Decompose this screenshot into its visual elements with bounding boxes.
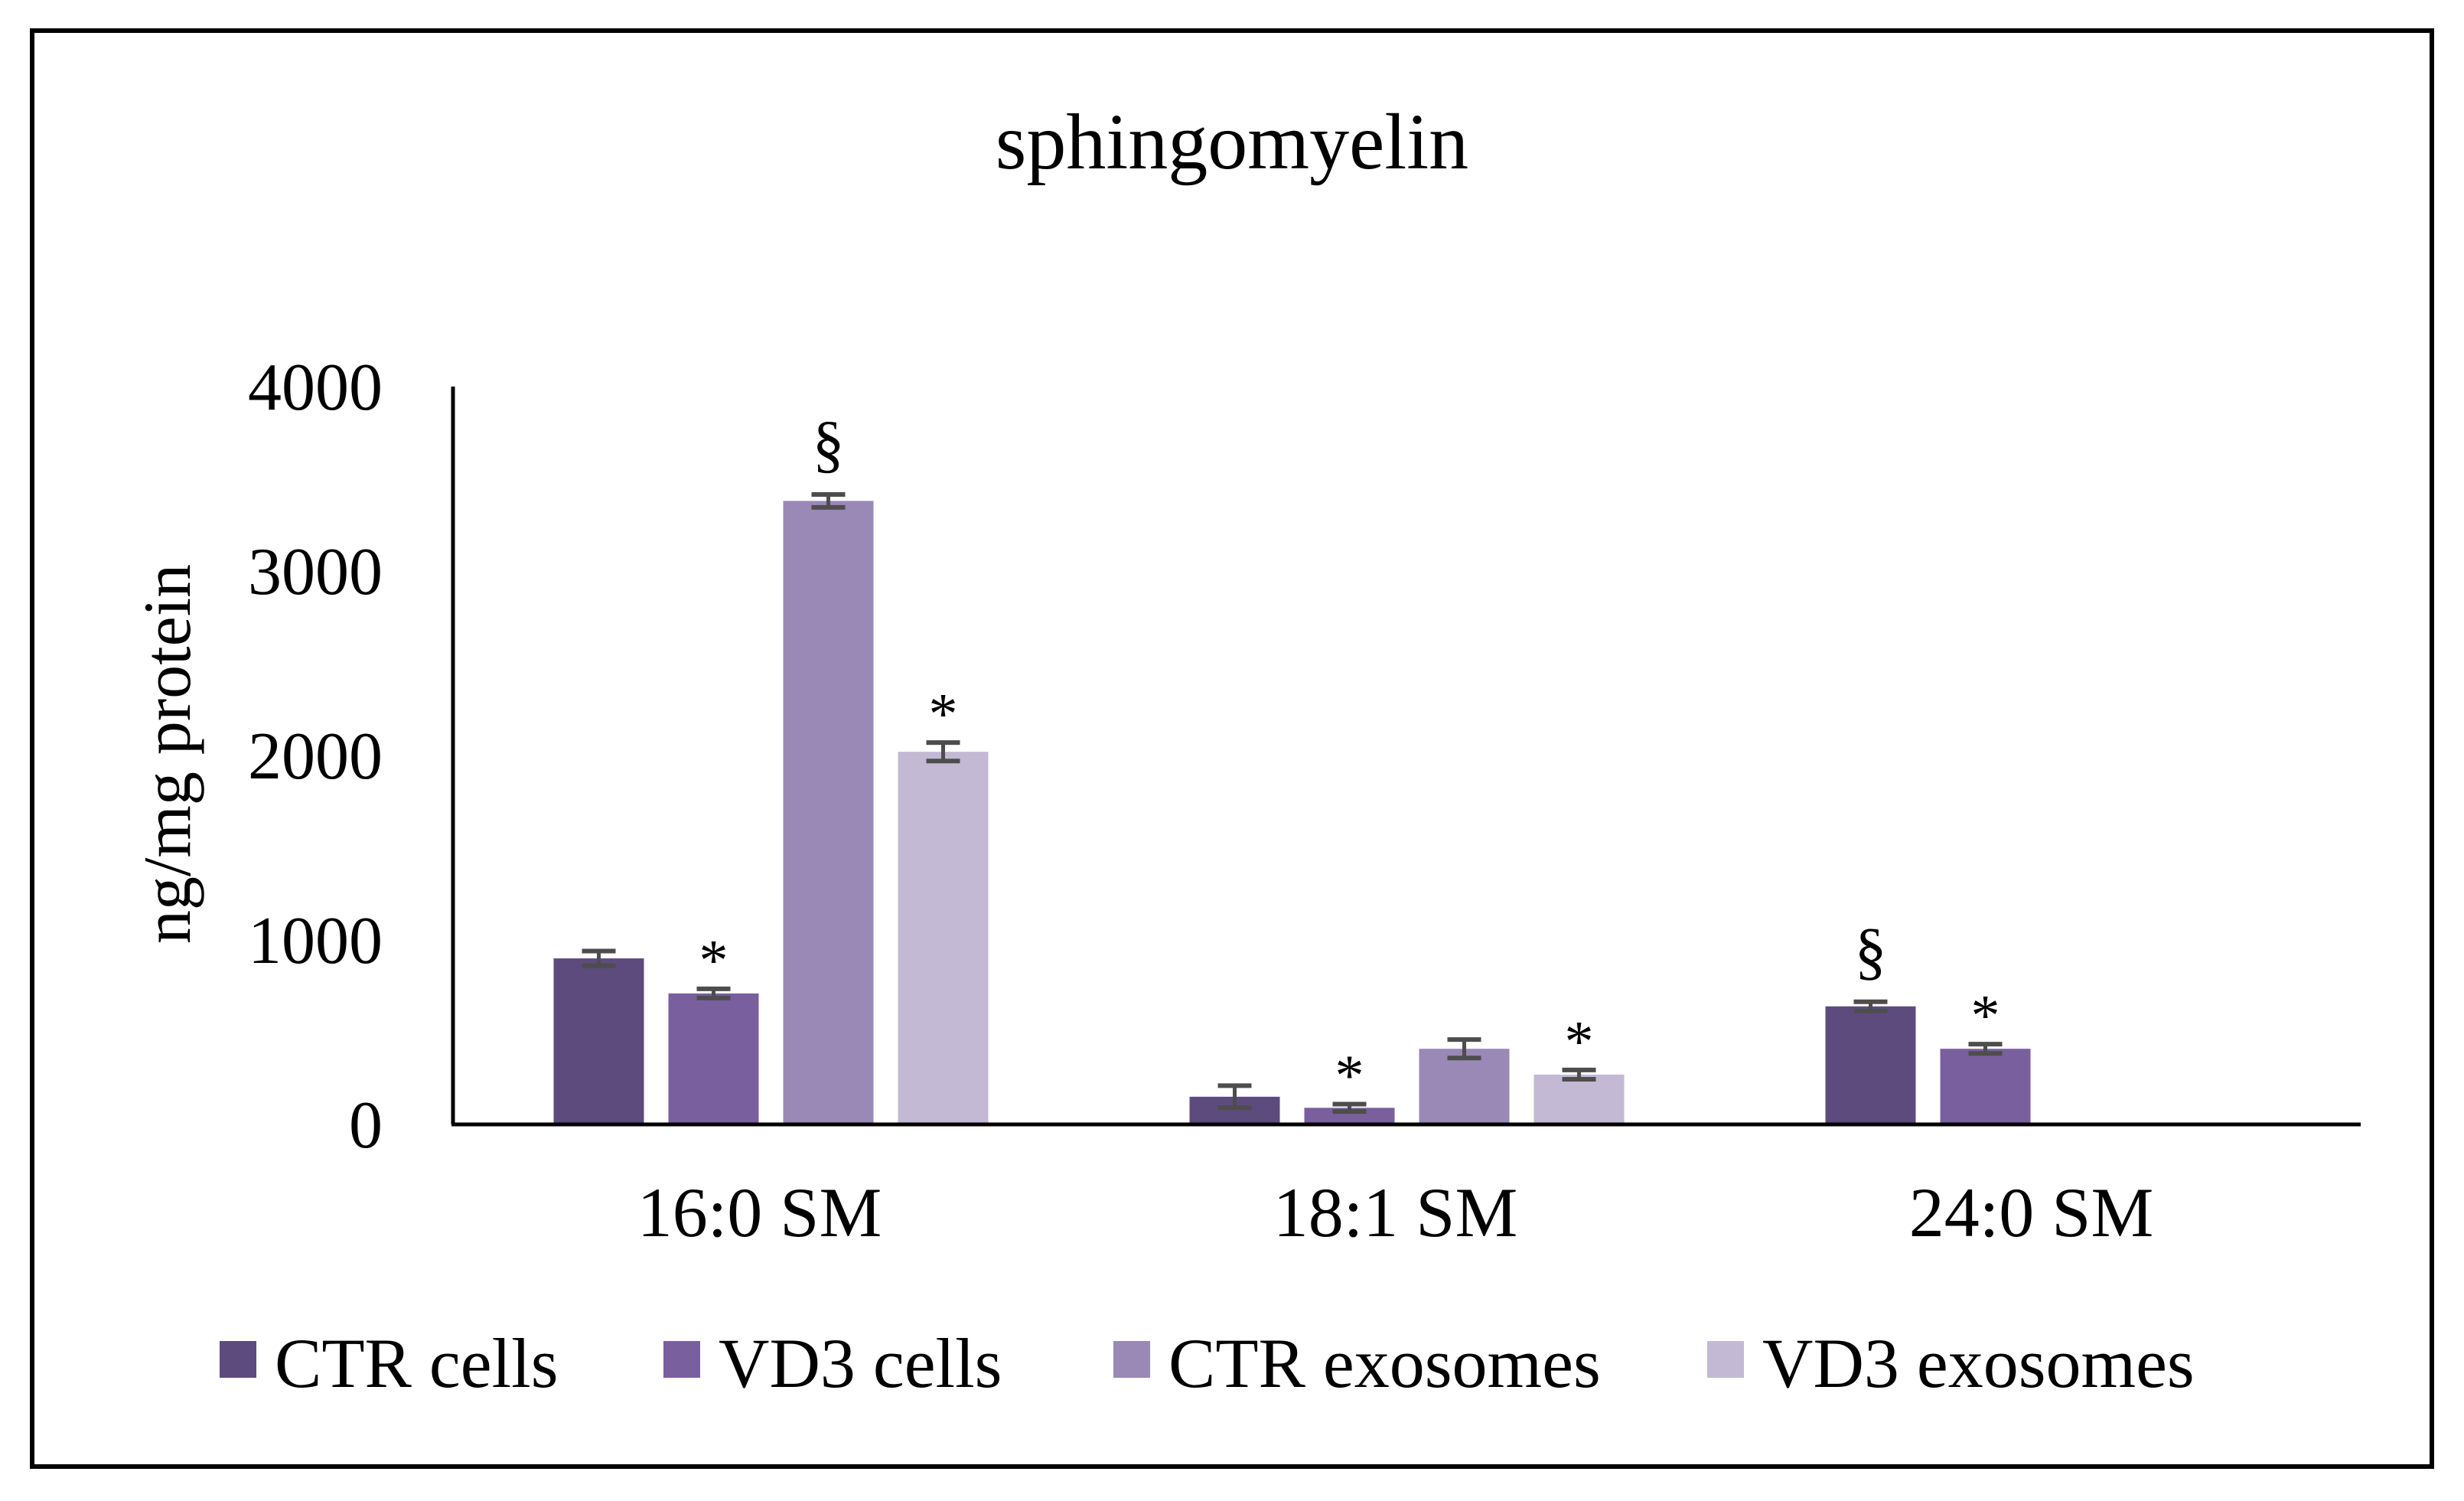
legend-label: VD3 cells [719, 1324, 1002, 1402]
bar [553, 958, 644, 1124]
y-tick-label: 3000 [248, 535, 383, 609]
y-tick-label: 4000 [248, 351, 383, 425]
legend-swatch [663, 1341, 700, 1378]
y-tick-label: 2000 [248, 720, 383, 794]
significance-mark: § [1855, 916, 1887, 987]
significance-mark: * [1971, 984, 2000, 1048]
bar [898, 752, 989, 1124]
bars: * § * * * § * [553, 409, 2031, 1124]
chart-title: sphingomyelin [996, 98, 1468, 186]
significance-mark: * [1565, 1010, 1594, 1074]
bar [1304, 1108, 1395, 1124]
category-labels: 16:0 SM 18:1 SM 24:0 SM [637, 1173, 2154, 1251]
axes [451, 387, 2361, 1127]
bar [783, 501, 874, 1124]
y-tick-label: 1000 [248, 904, 383, 978]
y-ticks: 0 1000 2000 3000 4000 [248, 351, 383, 1163]
significance-mark: * [1335, 1043, 1364, 1108]
significance-mark: * [929, 682, 958, 746]
category-label: 24:0 SM [1909, 1173, 2154, 1251]
bar [668, 993, 759, 1124]
legend-swatch [1113, 1341, 1150, 1378]
legend-label: VD3 exosomes [1762, 1324, 2195, 1402]
category-label: 16:0 SM [637, 1173, 882, 1251]
bar [1825, 1006, 1916, 1124]
category-label: 18:1 SM [1273, 1173, 1518, 1251]
bar [1940, 1049, 2031, 1124]
bar [1533, 1074, 1625, 1124]
legend-label: CTR exosomes [1168, 1324, 1601, 1402]
y-tick-label: 0 [349, 1088, 383, 1163]
legend-swatch [1707, 1341, 1744, 1378]
legend-label: CTR cells [275, 1324, 559, 1402]
chart-frame [30, 28, 2434, 1469]
bar [1419, 1049, 1510, 1124]
y-axis-label: ng/mg protein [131, 564, 205, 944]
legend-swatch [220, 1341, 256, 1378]
legend: CTR cells VD3 cells CTR exosomes VD3 exosom… [220, 1324, 2195, 1402]
significance-mark: § [813, 409, 845, 480]
significance-mark: * [699, 928, 728, 993]
